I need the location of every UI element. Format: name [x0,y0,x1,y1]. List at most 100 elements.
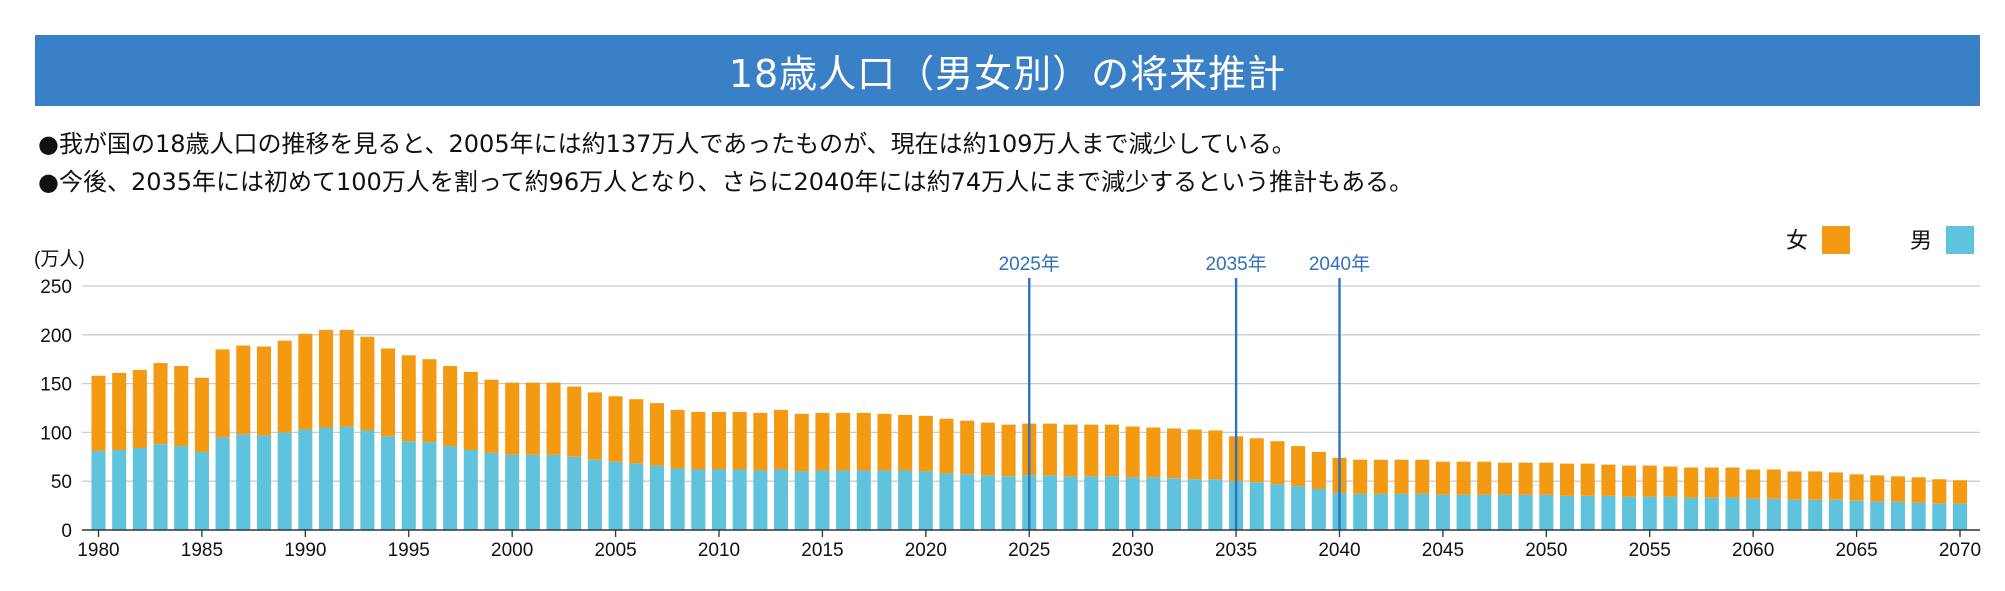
bar-female [1394,459,1409,494]
bar-female [711,411,727,470]
bar-male [1063,476,1078,530]
bar-male [339,426,354,530]
x-tick-label: 1980 [77,540,119,561]
bar-male [1001,476,1016,530]
bar-male [463,449,478,530]
bar-female [1642,465,1657,497]
marker-label: 2040年 [1309,253,1370,275]
bar-male [1373,493,1388,530]
bar-female [918,415,933,472]
bar-male [1291,486,1306,530]
x-tick-label: 2020 [905,540,947,561]
bar-male [1746,498,1761,530]
page-title: 18歳人口（男女別）の将来推計 [728,52,1287,96]
bar-male [194,451,209,530]
bar-female [1663,466,1678,497]
bar-female [732,411,747,470]
bar-male [1167,478,1182,530]
bar-female [91,375,106,451]
bar-female [1787,471,1802,500]
note-line-1: ●我が国の18歳人口の推移を見ると、2005年には約137万人であったものが、現… [38,130,1296,158]
bar-female [215,349,230,438]
bar-male [1353,493,1368,530]
bar-male [1849,500,1864,530]
bar-female [401,355,416,442]
y-tick-label: 200 [40,326,72,347]
bar-male [670,468,685,530]
bar-female [339,329,354,427]
bar-male [1497,494,1512,530]
bar-female [298,333,313,430]
bar-male [381,436,396,530]
bar-female [463,371,478,450]
bar-female [1373,459,1388,494]
bar-female [1704,467,1719,498]
bar-female [794,413,809,472]
bar-male [1601,495,1616,530]
y-tick-label: 0 [61,521,72,542]
bar-female [132,369,147,449]
bar-female [649,403,664,466]
bar-male [1952,503,1968,530]
bar-female [153,363,168,445]
bar-female [1249,438,1264,483]
bar-male [1435,494,1450,530]
bar-male [1249,482,1264,530]
bar-female [256,346,271,436]
bar-female [1042,423,1057,476]
bar-female [1559,463,1575,496]
title-bar: 18歳人口（男女別）の将来推計 [35,35,1980,106]
bar-male [422,442,437,530]
bar-female [1208,430,1223,480]
bar-female [525,382,540,455]
x-tick-label: 1990 [284,540,326,561]
bar-male [1104,476,1120,530]
bar-female [1952,480,1968,504]
bar-male [587,459,602,530]
bar-female [1084,424,1099,477]
bar-male [918,471,933,530]
bar-female [505,382,520,455]
bar-male [1808,499,1823,530]
bar-male [774,469,789,530]
bar-female [1828,472,1843,500]
bar-male [505,454,520,530]
bar-male [856,470,871,530]
bar-male [525,454,540,530]
y-tick-label: 250 [40,277,72,298]
bar-series [91,329,1968,530]
x-tick-label: 2010 [698,540,740,561]
bar-male [877,470,892,530]
bar-female [1870,475,1885,502]
bar-female [1766,469,1781,499]
x-tick-label: 2035 [1215,540,1257,561]
bar-male [318,427,334,530]
bar-female [1497,462,1512,495]
bar-female [1725,467,1740,498]
note-line-2: ●今後、2035年には初めて100万人を割って約96万人となり、さらに2040年… [38,168,1414,196]
x-tick-label: 2070 [1939,540,1981,561]
legend: 女男 [1786,226,1974,254]
bar-male [1518,494,1533,530]
bar-female [939,418,954,474]
bar-female [877,413,892,471]
bar-male [1456,494,1471,530]
bar-male [732,469,747,530]
bar-male [753,470,768,530]
bar-female [360,336,375,431]
bar-female [112,372,127,450]
bar-male [91,450,106,530]
y-axis-unit-label: (万人) [34,248,85,270]
bar-male [1890,501,1905,530]
bar-female [1601,464,1616,496]
bar-male [836,470,851,530]
bar-male [1394,493,1409,530]
bar-female [1291,446,1306,487]
bar-male [360,430,375,530]
bar-female [174,366,189,447]
bar-male [153,444,168,530]
marker-label: 2035年 [1205,253,1266,275]
bar-male [112,449,127,530]
legend-swatch [1822,226,1850,254]
